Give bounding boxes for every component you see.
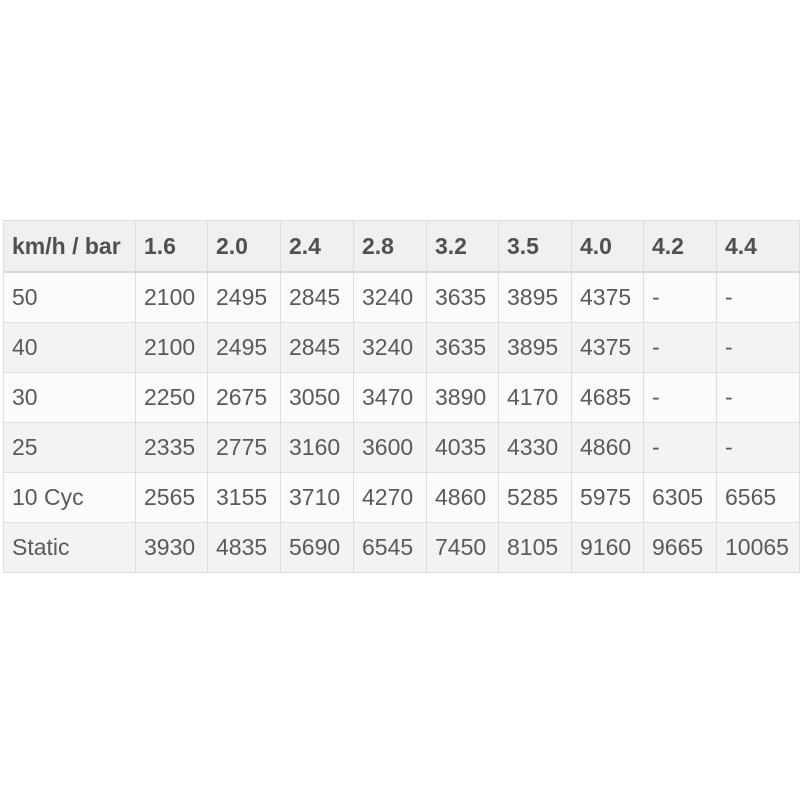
- table-cell: -: [716, 372, 800, 423]
- table-cell: 3050: [280, 372, 354, 423]
- table-cell: 2250: [135, 372, 208, 423]
- table-cell: -: [716, 271, 800, 323]
- table-cell: 9665: [643, 522, 717, 573]
- header-pressure: 2.8: [353, 220, 427, 273]
- table-cell: 4860: [571, 422, 644, 473]
- table-cell: 4270: [353, 472, 427, 523]
- table-cell: 3635: [426, 271, 499, 323]
- table-cell: 4375: [571, 271, 644, 323]
- header-pressure: 3.5: [498, 220, 572, 273]
- table-cell: -: [716, 322, 800, 373]
- header-pressure: 2.4: [280, 220, 354, 273]
- header-corner: km/h / bar: [3, 220, 136, 273]
- row-label: 40: [3, 322, 136, 373]
- header-pressure: 4.2: [643, 220, 717, 273]
- table-cell: 5975: [571, 472, 644, 523]
- table-cell: 6305: [643, 472, 717, 523]
- table-cell: 4685: [571, 372, 644, 423]
- table-row: 30 2250 2675 3050 3470 3890 4170 4685- -: [3, 372, 800, 423]
- table-cell: 3895: [498, 271, 572, 323]
- table-cell: 3240: [353, 271, 427, 323]
- table-cell: 4375: [571, 322, 644, 373]
- table-cell: 4170: [498, 372, 572, 423]
- header-row: km/h / bar 1.6 2.0 2.4 2.8 3.2 3.5 4.0 4.2 4.4: [3, 220, 800, 273]
- table-cell: 9160: [571, 522, 644, 573]
- table-cell: 10065: [716, 522, 800, 573]
- table-row: 50 2100 2495 2845 3240 3635 3895 4375- -: [3, 271, 800, 323]
- table-row: 10 Cyc 2565 3155 3710 4270 4860 5285 5975 6305 65…: [3, 472, 800, 523]
- table-cell: 3890: [426, 372, 499, 423]
- table-cell: -: [643, 372, 717, 423]
- table-cell: 3635: [426, 322, 499, 373]
- row-label: 25: [3, 422, 136, 473]
- table-cell: 3470: [353, 372, 427, 423]
- table-cell: -: [643, 422, 717, 473]
- table-cell: 4035: [426, 422, 499, 473]
- table-cell: -: [716, 422, 800, 473]
- table-cell: 4860: [426, 472, 499, 523]
- row-label: 30: [3, 372, 136, 423]
- table-cell: 3600: [353, 422, 427, 473]
- header-pressure: 1.6: [135, 220, 208, 273]
- table-cell: 4835: [207, 522, 281, 573]
- table-cell: 5285: [498, 472, 572, 523]
- table-cell: 2845: [280, 271, 354, 323]
- table-cell: 2335: [135, 422, 208, 473]
- header-pressure: 2.0: [207, 220, 281, 273]
- table-cell: 3895: [498, 322, 572, 373]
- table-cell: 3240: [353, 322, 427, 373]
- table-cell: 3155: [207, 472, 281, 523]
- table-cell: 7450: [426, 522, 499, 573]
- table-cell: 4330: [498, 422, 572, 473]
- table-cell: 2100: [135, 271, 208, 323]
- table-row: 25 2335 2775 3160 3600 4035 4330 4860- -: [3, 422, 800, 473]
- table-cell: 2675: [207, 372, 281, 423]
- table-cell: 2495: [207, 271, 281, 323]
- table-cell: 3930: [135, 522, 208, 573]
- table-cell: -: [643, 271, 717, 323]
- header-pressure: 4.4: [716, 220, 800, 273]
- row-label: 10 Cyc: [3, 472, 136, 523]
- table-cell: 3160: [280, 422, 354, 473]
- table-row: Static 3930 4835 5690 6545 7450 8105 9160 9665 10…: [3, 522, 800, 573]
- table-cell: 6565: [716, 472, 800, 523]
- row-label: 50: [3, 271, 136, 323]
- table-row: 40 2100 2495 2845 3240 3635 3895 4375- -: [3, 322, 800, 373]
- table-cell: 5690: [280, 522, 354, 573]
- load-table: km/h / bar 1.6 2.0 2.4 2.8 3.2 3.5 4.0 4.2 4.4 50…: [3, 220, 800, 573]
- table-cell: 8105: [498, 522, 572, 573]
- table-cell: -: [643, 322, 717, 373]
- table-cell: 3710: [280, 472, 354, 523]
- header-pressure: 4.0: [571, 220, 644, 273]
- table-cell: 2100: [135, 322, 208, 373]
- table-cell: 2495: [207, 322, 281, 373]
- header-pressure: 3.2: [426, 220, 499, 273]
- table-cell: 2565: [135, 472, 208, 523]
- table-cell: 6545: [353, 522, 427, 573]
- table-cell: 2775: [207, 422, 281, 473]
- table-cell: 2845: [280, 322, 354, 373]
- row-label: Static: [3, 522, 136, 573]
